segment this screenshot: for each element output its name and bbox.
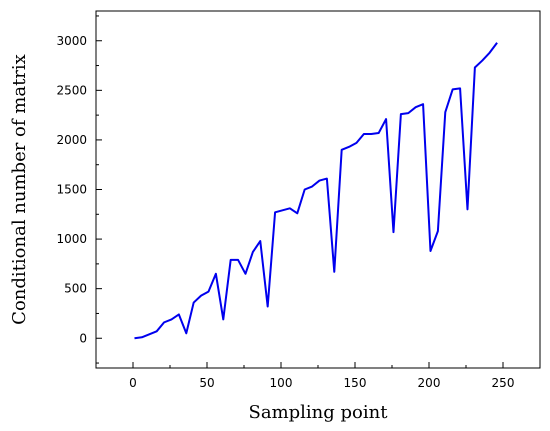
x-tick-label: 200 xyxy=(418,376,441,390)
x-tick-label: 0 xyxy=(129,376,137,390)
x-axis-title: Sampling point xyxy=(249,402,389,423)
y-axis-title: Conditional number of matrix xyxy=(9,54,30,325)
y-tick-label: 1500 xyxy=(56,183,87,197)
x-tick-label: 150 xyxy=(344,376,367,390)
y-tick-label: 3000 xyxy=(56,34,87,48)
y-tick-label: 2000 xyxy=(56,133,87,147)
x-tick-label: 100 xyxy=(270,376,293,390)
x-axis-ticks: 0 50 100 150 200 250 xyxy=(95,362,541,390)
x-tick-label: 50 xyxy=(199,376,214,390)
y-tick-label: 500 xyxy=(64,282,87,296)
plot-frame xyxy=(95,10,541,369)
y-axis-ticks: 0 500 1000 1500 2000 2500 3000 xyxy=(56,15,102,364)
series-line xyxy=(134,42,498,340)
y-tick-label: 0 xyxy=(79,331,87,345)
y-tick-label: 1000 xyxy=(56,232,87,246)
x-tick-label: 250 xyxy=(492,376,515,390)
y-tick-label: 2500 xyxy=(56,83,87,97)
